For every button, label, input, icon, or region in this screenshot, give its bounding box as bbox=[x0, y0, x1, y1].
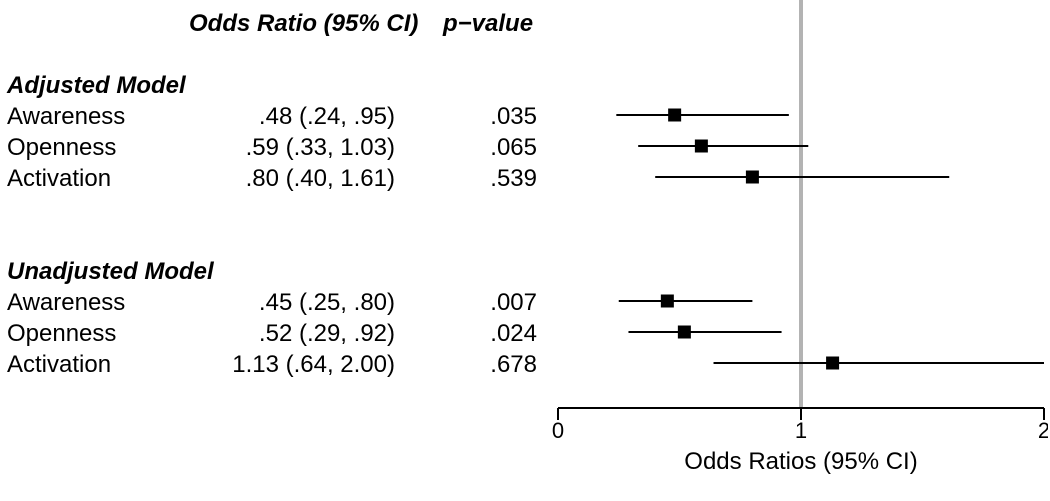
row-p-value: .678 bbox=[0, 351, 537, 379]
row-p-value: .539 bbox=[0, 165, 537, 193]
x-tick-label: 2 bbox=[1038, 418, 1048, 443]
point-marker bbox=[826, 357, 839, 370]
point-marker bbox=[668, 109, 681, 122]
row-p-value: .035 bbox=[0, 103, 537, 131]
x-axis-title: Odds Ratios (95% CI) bbox=[684, 448, 917, 475]
group-title: Unadjusted Model bbox=[7, 258, 214, 286]
point-marker bbox=[678, 326, 691, 339]
row-p-value: .024 bbox=[0, 320, 537, 348]
forest-plot-svg: 0 1 2 Odds Ratios (95% CI) bbox=[548, 0, 1048, 501]
header-p-value: p−value bbox=[443, 10, 533, 38]
row-p-value: .007 bbox=[0, 289, 537, 317]
forest-plot: Odds Ratio (95% CI) p−value Adjusted Model… bbox=[0, 0, 1050, 501]
point-marker bbox=[746, 171, 759, 184]
row-p-value: .065 bbox=[0, 134, 537, 162]
group-title: Adjusted Model bbox=[7, 72, 186, 100]
x-tick-label: 0 bbox=[552, 418, 564, 443]
point-marker bbox=[661, 295, 674, 308]
x-tick-label: 1 bbox=[795, 418, 807, 443]
header-odds-ratio: Odds Ratio (95% CI) bbox=[189, 10, 418, 38]
point-marker bbox=[695, 140, 708, 153]
